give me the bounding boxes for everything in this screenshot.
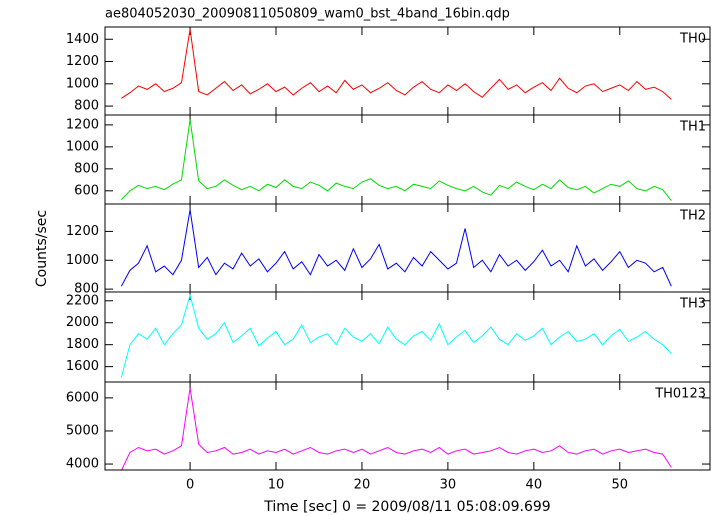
x-axis-label: Time [sec] 0 = 2009/08/11 05:08:09.699: [263, 499, 550, 515]
x-tick-label: 0: [186, 478, 194, 493]
series-line: [120, 387, 672, 471]
panel-label: TH0: [679, 32, 706, 47]
y-tick-label: 800: [74, 161, 99, 176]
y-tick-label: 2000: [66, 315, 99, 330]
chart-title: ae804052030_20090811050809_wam0_bst_4ban…: [105, 7, 510, 22]
y-tick-label: 1200: [66, 54, 99, 69]
x-tick-label: 40: [526, 478, 543, 493]
y-tick-label: 800: [74, 282, 99, 297]
x-tick-label: 20: [354, 478, 371, 493]
y-tick-label: 600: [74, 183, 99, 198]
series-line: [120, 209, 672, 287]
y-tick-label: 1400: [66, 32, 99, 47]
y-tick-label: 2200: [66, 293, 99, 308]
panel-label: TH2: [679, 209, 706, 224]
series-line: [120, 293, 672, 378]
y-tick-label: 1200: [66, 224, 99, 239]
x-tick-label: 50: [611, 478, 628, 493]
series-line: [120, 119, 672, 202]
y-tick-label: 1600: [66, 359, 99, 374]
y-tick-label: 1000: [66, 139, 99, 154]
y-tick-label: 1200: [66, 117, 99, 132]
y-axis-label: Counts/sec: [34, 210, 50, 287]
panel-frame: [104, 291, 711, 383]
y-tick-label: 6000: [66, 390, 99, 405]
panel-label: TH0123: [654, 387, 706, 402]
panel-label: TH1: [679, 120, 706, 135]
series-line: [121, 29, 672, 100]
y-tick-label: 1000: [66, 76, 99, 91]
y-tick-label: 1800: [66, 337, 99, 352]
y-tick-label: 800: [74, 99, 99, 114]
panel-label: TH3: [679, 297, 706, 312]
x-tick-label: 30: [440, 478, 457, 493]
y-tick-label: 1000: [66, 253, 99, 268]
panel-frame: [104, 381, 711, 471]
y-tick-label: 4000: [66, 457, 99, 472]
x-tick-label: 10: [268, 478, 285, 493]
y-tick-label: 5000: [66, 423, 99, 438]
